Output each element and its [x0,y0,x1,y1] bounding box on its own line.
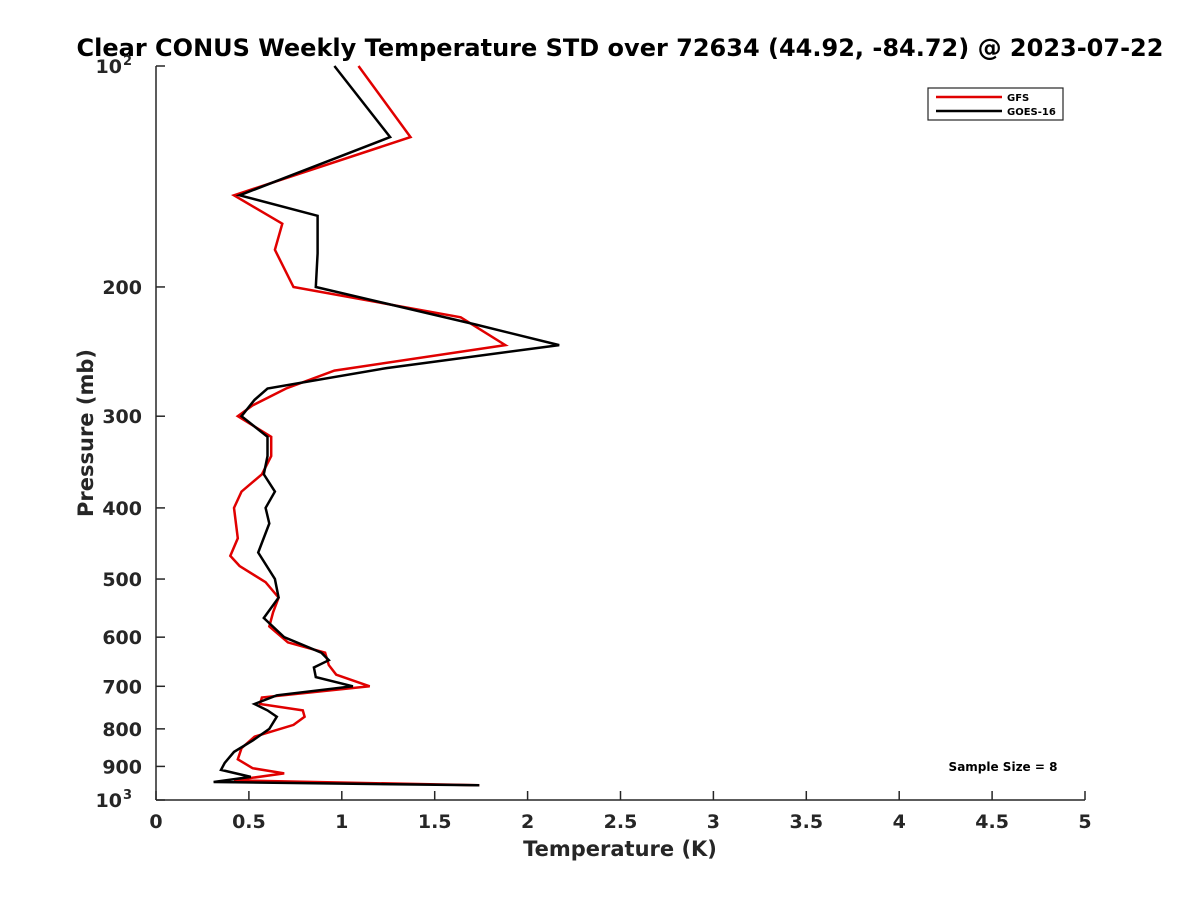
x-tick-label: 2.5 [604,811,638,833]
y-tick-label: 300 [102,406,142,428]
x-tick-label: 0 [149,811,162,833]
x-tick-label: 0.5 [232,811,266,833]
x-tick-label: 3 [707,811,720,833]
y-tick-label: 600 [102,627,142,649]
chart-title: Clear CONUS Weekly Temperature STD over … [77,34,1164,62]
x-tick-label: 3.5 [789,811,823,833]
sample-size-annotation: Sample Size = 8 [949,760,1058,774]
y-tick-label: 800 [102,719,142,741]
legend-label-gfs: GFS [1007,93,1029,104]
y-tick-label: 200 [102,277,142,299]
y-axis-label: Pressure (mb) [74,349,98,517]
x-tick-label: 4.5 [975,811,1009,833]
y-tick-label: 10 [96,790,122,812]
y-tick-label: 500 [102,569,142,591]
legend-box [927,87,1064,121]
x-axis-label: Temperature (K) [523,837,717,861]
series-line-gfs [228,65,509,787]
legend: GFS GOES-16 [927,87,1064,121]
series-layer [213,65,560,787]
x-tick-label: 1 [335,811,348,833]
x-ticks: 0 0.5 1 1.5 2 2.5 3 3.5 4 4.5 5 [149,791,1092,833]
y-tick-exponent: 3 [123,788,132,803]
x-tick-label: 2 [521,811,534,833]
y-tick-label: 400 [102,498,142,520]
x-tick-label: 1.5 [418,811,452,833]
y-tick-label: 700 [102,676,142,698]
legend-label-goes16: GOES-16 [1007,107,1056,118]
x-tick-label: 4 [893,811,906,833]
x-tick-label: 5 [1078,811,1091,833]
y-tick-label: 10 [96,56,122,78]
series-line-goes16 [213,65,560,787]
y-axis-label-group: Pressure (mb) [74,349,98,517]
y-tick-exponent: 2 [123,54,132,69]
y-tick-label: 900 [102,756,142,778]
